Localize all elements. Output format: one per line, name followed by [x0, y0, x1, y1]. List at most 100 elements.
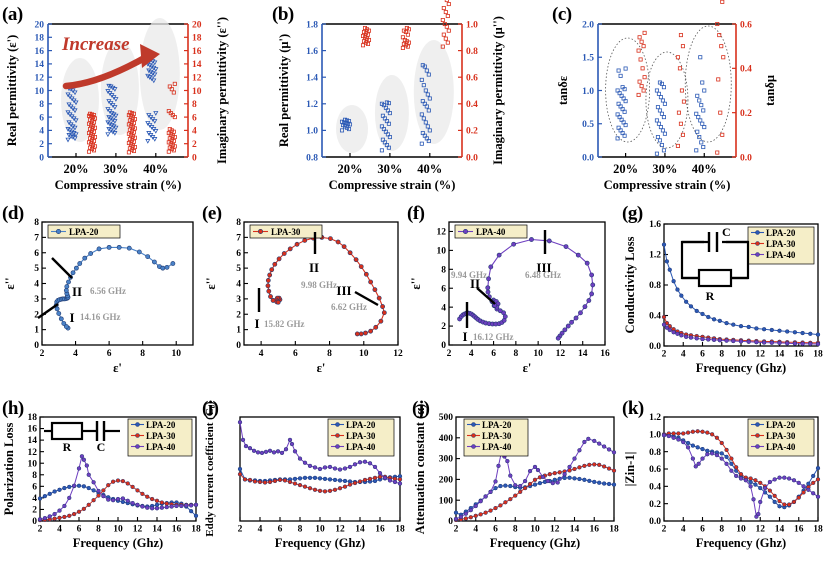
panel-k: 2 4 6 8 10 12 14 16 18 0.0 0.2 0.4 0.6 0.8 1.0 1.2 Frequ…	[620, 395, 831, 565]
svg-text:1.5: 1.5	[582, 54, 594, 64]
svg-text:I: I	[254, 316, 259, 331]
svg-text:0.6: 0.6	[740, 20, 752, 30]
svg-text:0: 0	[236, 341, 241, 351]
svg-text:I: I	[462, 329, 467, 344]
svg-text:LPA-30: LPA-30	[346, 431, 376, 441]
svg-text:Imaginary permittivity (μ''): Imaginary permittivity (μ'')	[491, 16, 505, 165]
svg-text:ε': ε'	[317, 361, 326, 375]
svg-text:4: 4	[681, 350, 686, 360]
svg-text:Frequency (Ghz): Frequency (Ghz)	[490, 536, 580, 550]
svg-text:2: 2	[441, 322, 446, 332]
svg-text:12: 12	[192, 74, 202, 84]
svg-text:0.0: 0.0	[582, 153, 594, 163]
svg-text:1.6: 1.6	[649, 220, 661, 230]
svg-text:1.4: 1.4	[306, 74, 318, 84]
svg-text:Attenuation constant (α): Attenuation constant (α)	[413, 404, 427, 535]
svg-text:LPA-20: LPA-20	[346, 420, 376, 430]
svg-text:LPA-30: LPA-30	[766, 431, 796, 441]
svg-text:4: 4	[34, 280, 39, 290]
svg-text:2: 2	[447, 349, 452, 359]
svg-text:III: III	[336, 283, 351, 298]
svg-text:Frequency (Ghz): Frequency (Ghz)	[696, 536, 786, 550]
svg-text:Frequency (Ghz): Frequency (Ghz)	[275, 536, 365, 550]
svg-text:LPA-40: LPA-40	[482, 442, 512, 452]
svg-text:16: 16	[794, 525, 804, 535]
svg-text:12: 12	[35, 74, 45, 84]
svg-text:1.0: 1.0	[306, 127, 318, 137]
svg-text:6: 6	[107, 349, 112, 359]
svg-text:ε': ε'	[113, 361, 122, 375]
svg-text:8: 8	[298, 525, 303, 535]
svg-text:200: 200	[439, 476, 454, 486]
svg-text:16.12 GHz: 16.12 GHz	[473, 332, 514, 342]
svg-text:ε': ε'	[523, 361, 532, 375]
svg-text:ε'': ε''	[3, 277, 17, 289]
panel-e: 4 6 8 10 12 0 1 2 3 4 5 6 7 8 ε' ε'' LPA-30 I 15.82 GHz II 9…	[200, 200, 415, 395]
svg-text:Imaginary permittivity (ε''): Imaginary permittivity (ε'')	[215, 17, 229, 164]
svg-text:8: 8	[192, 100, 197, 110]
svg-text:6: 6	[192, 113, 197, 123]
svg-text:ε'': ε''	[409, 277, 423, 289]
svg-text:9.94 GHz: 9.94 GHz	[451, 270, 487, 280]
svg-text:5: 5	[236, 264, 241, 274]
svg-text:0: 0	[32, 517, 37, 527]
svg-text:16: 16	[28, 425, 38, 435]
svg-text:8: 8	[34, 218, 39, 228]
svg-text:10: 10	[530, 525, 540, 535]
svg-text:LPA-20: LPA-20	[766, 228, 796, 238]
svg-text:18: 18	[28, 413, 38, 423]
svg-text:LPA-20: LPA-20	[482, 420, 512, 430]
svg-text:2: 2	[662, 350, 667, 360]
svg-text:8: 8	[236, 218, 241, 228]
svg-text:40%: 40%	[417, 162, 442, 176]
svg-text:1.2: 1.2	[649, 251, 661, 261]
svg-text:16: 16	[192, 47, 202, 57]
svg-text:14: 14	[355, 525, 365, 535]
svg-text:1: 1	[34, 326, 39, 336]
svg-text:20%: 20%	[613, 162, 638, 176]
svg-text:6: 6	[293, 349, 298, 359]
svg-text:0: 0	[34, 341, 39, 351]
svg-text:6: 6	[491, 349, 496, 359]
svg-text:2: 2	[39, 140, 44, 150]
svg-text:LPA-40: LPA-40	[766, 250, 796, 260]
svg-text:8: 8	[140, 349, 145, 359]
svg-text:14: 14	[578, 349, 588, 359]
svg-text:tanδε: tanδε	[556, 75, 570, 105]
svg-text:12: 12	[550, 525, 560, 535]
svg-text:0.8: 0.8	[649, 448, 661, 458]
svg-text:4: 4	[192, 127, 197, 137]
svg-text:16: 16	[172, 525, 182, 535]
svg-text:400: 400	[439, 434, 454, 444]
svg-text:8: 8	[719, 350, 724, 360]
svg-text:8: 8	[32, 471, 37, 481]
svg-text:0.6: 0.6	[466, 74, 478, 84]
svg-text:4: 4	[32, 494, 37, 504]
svg-text:16: 16	[794, 350, 804, 360]
svg-text:6: 6	[32, 482, 37, 492]
svg-text:14: 14	[35, 60, 45, 70]
svg-text:18: 18	[813, 350, 823, 360]
panel-f: 2 4 6 8 10 12 14 16 0 2 4 6 8 10 12 ε' ε'' LPA-40 I 16.12 G…	[405, 200, 625, 395]
panel-i: 2 4 6 8 10 12 14 16 18 Frequency (Ghz) Eddy curren…	[200, 395, 415, 565]
svg-text:Compressive strain (%): Compressive strain (%)	[55, 178, 182, 192]
svg-text:6: 6	[34, 249, 39, 259]
svg-text:14: 14	[28, 436, 38, 446]
svg-text:6.48 GHz: 6.48 GHz	[525, 270, 561, 280]
panel-a: 0 2 4 6 8 10 12 14 16 18 20 0 2 4 6 8 10 12 14 16 18 20 20% 30%…	[0, 0, 280, 200]
svg-text:0.4: 0.4	[649, 312, 661, 322]
svg-text:8: 8	[513, 525, 518, 535]
svg-text:500: 500	[439, 413, 454, 423]
svg-text:6: 6	[77, 525, 82, 535]
svg-text:LPA-30: LPA-30	[482, 431, 512, 441]
svg-text:40%: 40%	[692, 162, 717, 176]
svg-text:4: 4	[681, 525, 686, 535]
panel-label-f: (f)	[407, 203, 425, 224]
svg-text:0.2: 0.2	[649, 500, 661, 510]
svg-text:2: 2	[32, 506, 37, 516]
svg-text:10: 10	[171, 349, 181, 359]
svg-text:LPA-20: LPA-20	[766, 420, 796, 430]
svg-text:II: II	[72, 284, 82, 299]
svg-text:10: 10	[533, 349, 543, 359]
